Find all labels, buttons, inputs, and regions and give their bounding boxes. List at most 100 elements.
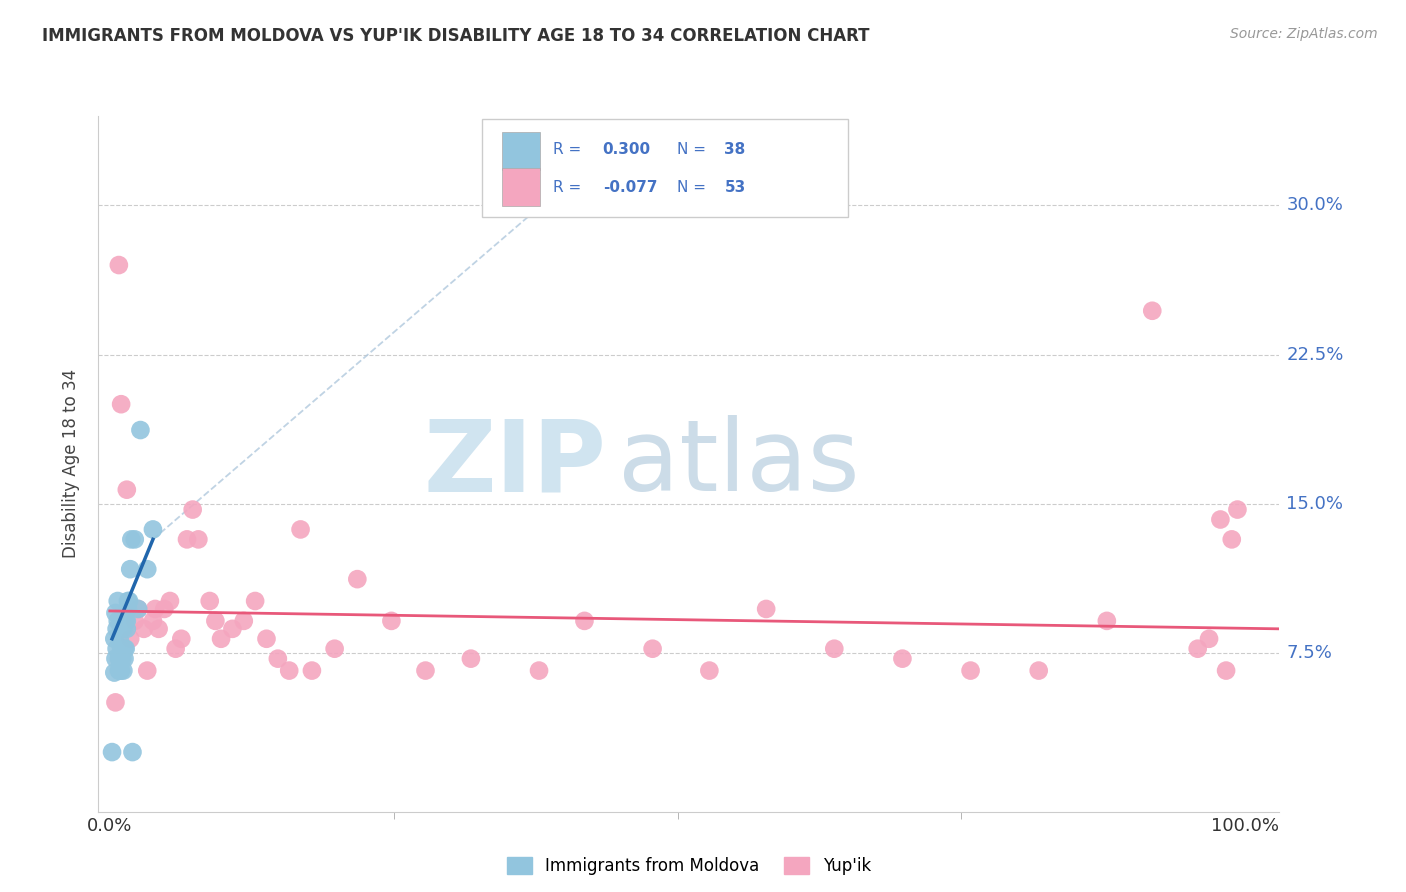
Point	[346, 572, 368, 586]
Text: N =: N =	[678, 142, 706, 157]
Point	[127, 602, 149, 616]
Point	[153, 602, 176, 616]
Point	[114, 641, 136, 656]
Point	[114, 641, 136, 656]
Point	[115, 622, 138, 636]
Text: N =: N =	[678, 180, 706, 195]
Text: IMMIGRANTS FROM MOLDOVA VS YUP'IK DISABILITY AGE 18 TO 34 CORRELATION CHART: IMMIGRANTS FROM MOLDOVA VS YUP'IK DISABI…	[42, 27, 870, 45]
Point	[105, 622, 128, 636]
Text: 7.5%: 7.5%	[1286, 644, 1333, 662]
Point	[136, 664, 159, 678]
Point	[323, 641, 346, 656]
Bar	[502, 132, 540, 170]
Point	[110, 397, 132, 411]
Point	[460, 651, 482, 665]
Point	[267, 651, 290, 665]
Point	[148, 622, 170, 636]
Point	[103, 632, 125, 646]
Point	[115, 614, 138, 628]
Point	[1095, 614, 1118, 628]
Point	[176, 533, 198, 547]
Point	[108, 633, 131, 648]
Point	[110, 641, 132, 656]
Point	[1187, 641, 1209, 656]
Point	[204, 614, 226, 628]
Point	[120, 533, 142, 547]
Text: 53: 53	[724, 180, 745, 195]
Point	[124, 614, 146, 628]
Text: 15.0%: 15.0%	[1286, 494, 1344, 513]
Point	[198, 594, 221, 608]
Point	[104, 606, 127, 620]
Point	[107, 594, 129, 608]
Point	[301, 664, 323, 678]
Point	[108, 664, 131, 678]
Text: 22.5%: 22.5%	[1286, 345, 1344, 364]
Point	[221, 622, 243, 636]
Point	[1215, 664, 1237, 678]
Point	[415, 664, 437, 678]
Point	[959, 664, 981, 678]
Point	[114, 651, 136, 665]
Point	[823, 641, 845, 656]
Point	[380, 614, 402, 628]
Point	[108, 651, 131, 665]
Text: 38: 38	[724, 142, 745, 157]
Point	[108, 664, 131, 678]
Point	[165, 641, 187, 656]
Point	[105, 641, 128, 656]
Point	[699, 664, 721, 678]
Point	[209, 632, 232, 646]
Point	[108, 258, 131, 272]
Point	[142, 614, 165, 628]
Point	[290, 523, 312, 537]
Point	[755, 602, 778, 616]
Point	[1142, 303, 1164, 318]
Point	[256, 632, 278, 646]
Point	[159, 594, 181, 608]
Point	[232, 614, 254, 628]
Point	[121, 745, 143, 759]
Point	[117, 602, 139, 616]
Point	[136, 562, 159, 576]
Point	[142, 523, 165, 537]
Point	[129, 423, 152, 437]
Point	[1220, 533, 1243, 547]
Point	[187, 533, 209, 547]
Text: 30.0%: 30.0%	[1286, 196, 1343, 214]
Point	[117, 594, 139, 608]
Point	[124, 533, 146, 547]
Point	[170, 632, 193, 646]
Text: ZIP: ZIP	[423, 416, 606, 512]
Point	[111, 614, 134, 628]
Point	[127, 602, 149, 616]
Point	[104, 651, 127, 665]
Point	[114, 614, 136, 628]
Point	[243, 594, 266, 608]
Point	[112, 664, 135, 678]
Text: atlas: atlas	[619, 416, 859, 512]
Point	[112, 622, 135, 636]
Y-axis label: Disability Age 18 to 34: Disability Age 18 to 34	[62, 369, 80, 558]
Point	[143, 602, 166, 616]
Text: R =: R =	[553, 180, 581, 195]
Bar	[502, 169, 540, 206]
Point	[641, 641, 664, 656]
Point	[101, 745, 124, 759]
Point	[132, 622, 155, 636]
Point	[111, 651, 134, 665]
Text: Source: ZipAtlas.com: Source: ZipAtlas.com	[1230, 27, 1378, 41]
Text: 0.300: 0.300	[603, 142, 651, 157]
Text: R =: R =	[553, 142, 581, 157]
Point	[118, 594, 141, 608]
Point	[1028, 664, 1050, 678]
Point	[1226, 502, 1249, 516]
Point	[103, 665, 125, 680]
Point	[108, 651, 131, 665]
Point	[1209, 512, 1232, 526]
Point	[115, 483, 138, 497]
Point	[107, 614, 129, 628]
Point	[120, 632, 142, 646]
Point	[1198, 632, 1220, 646]
Text: -0.077: -0.077	[603, 180, 657, 195]
